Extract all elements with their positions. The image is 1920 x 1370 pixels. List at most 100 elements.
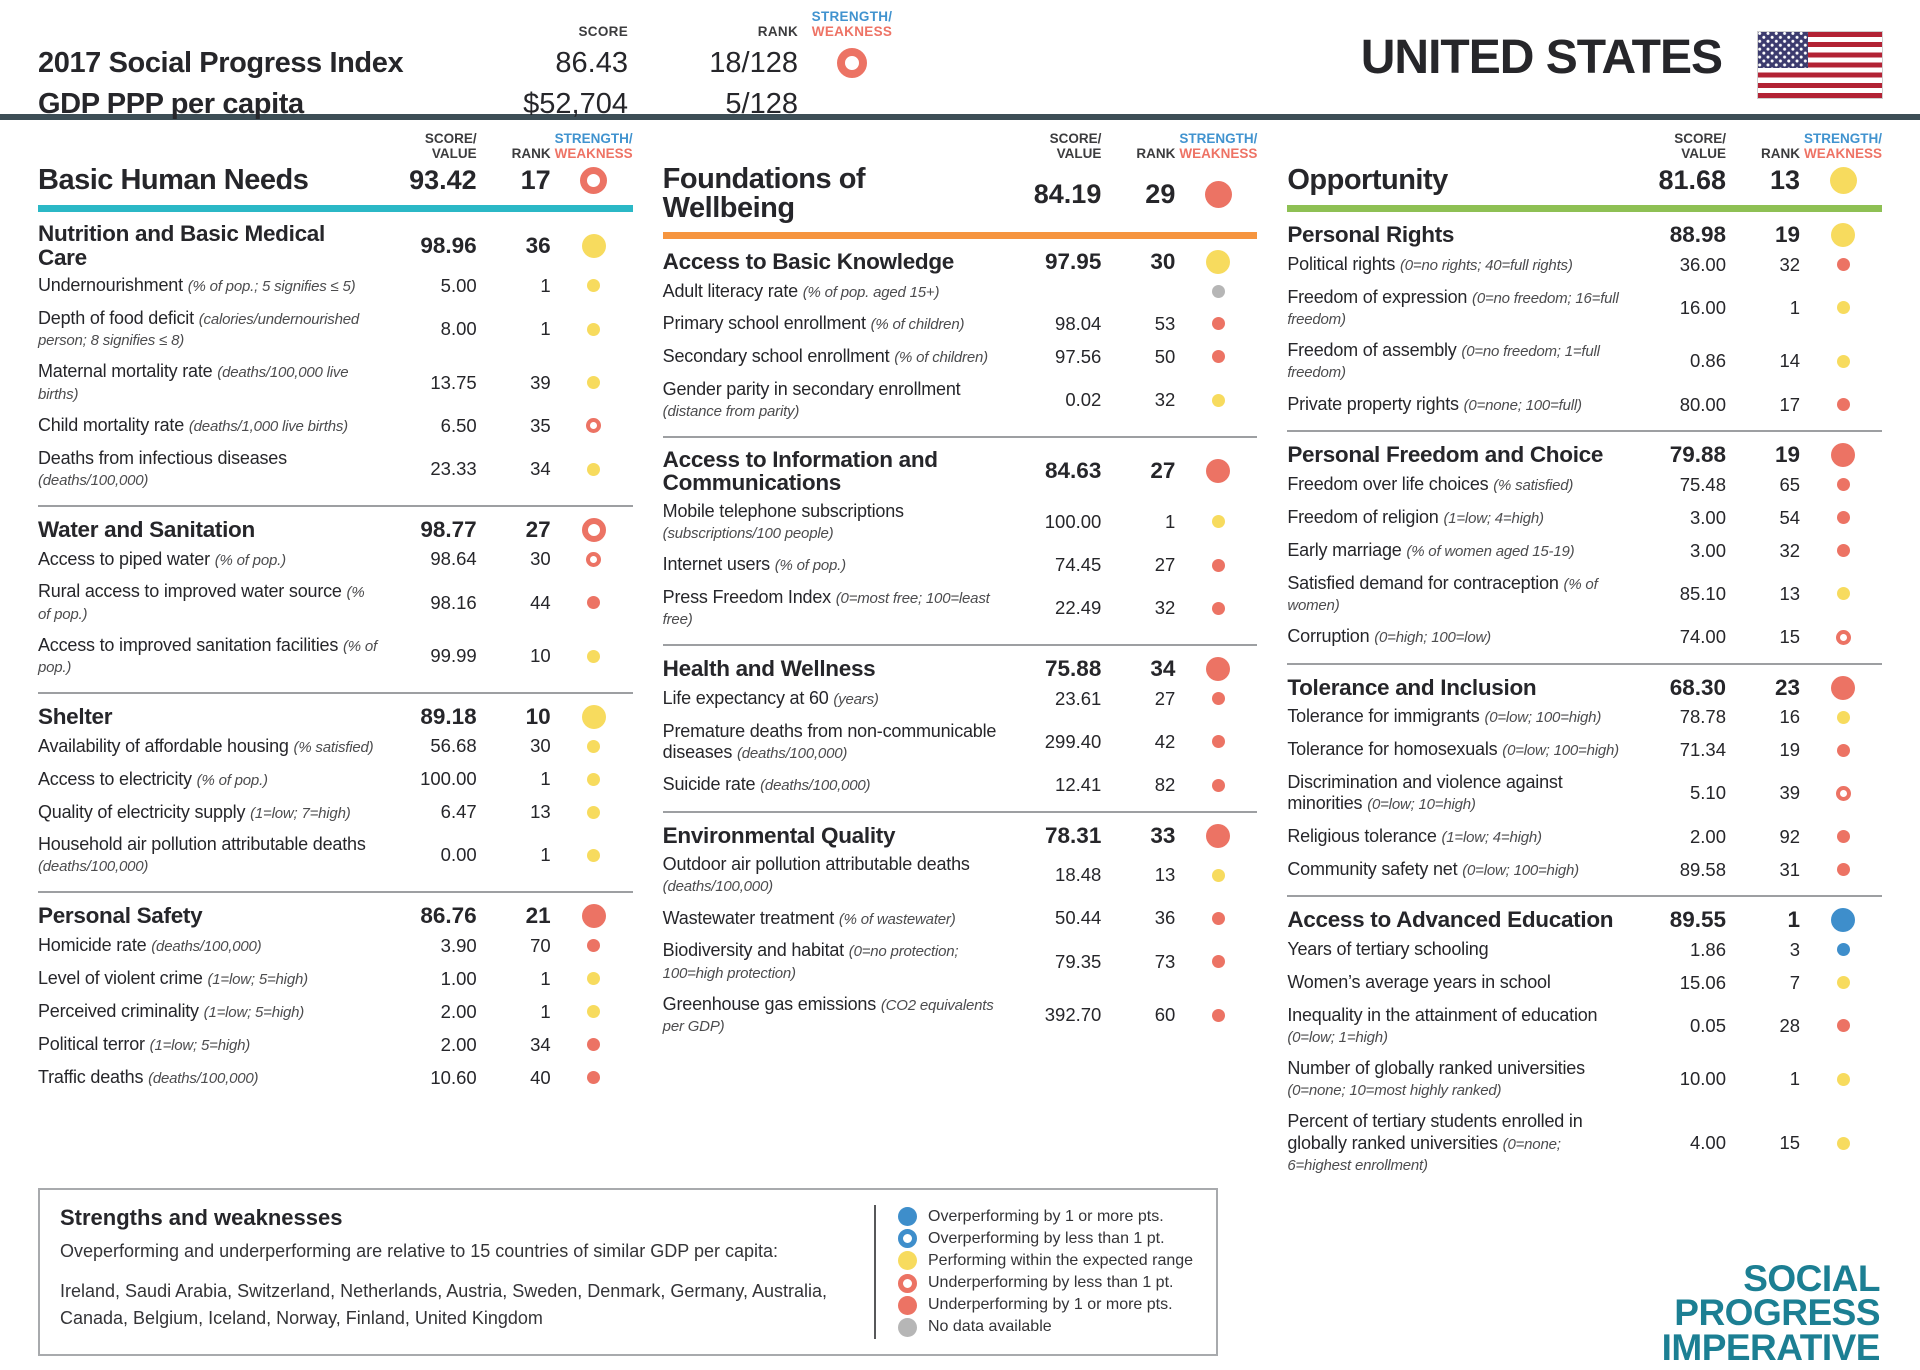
indicator-value: 2.00 [440,1000,477,1022]
component-name: Environmental Quality [662,822,896,848]
component-section: Access to Basic Knowledge 97.95 30 Adult li… [663,239,1258,436]
strength-weakness-dot [1836,301,1850,315]
strength-weakness-dot [587,596,601,610]
indicator-value: 1.86 [1690,938,1727,960]
component-name: Water and Sanitation [38,517,255,542]
strength-weakness-dot [581,704,606,729]
indicator-row: Early marriage (% of women aged 15-19) 3.… [1287,534,1882,567]
indicator-row: Secondary school enrollment (% of childr… [663,340,1258,373]
indicator-row: Maternal mortality rate (deaths/100,000 … [38,356,633,409]
dimension-score: 84.19 [1033,178,1102,209]
indicator-label: Internet users [662,554,770,575]
spacer [1287,132,1628,163]
indicator-value: 0.02 [1065,389,1102,411]
indicator-name: Access to electricity (% of pop.) [38,769,379,790]
indicator-dot-cell [555,279,633,293]
indicator-dot-cell [555,551,633,567]
strength-weakness-dot [1835,785,1851,801]
indicator-value: 100.00 [1044,510,1102,532]
indicator-value: 6.47 [440,801,477,823]
indicator-row: Tolerance for homosexuals (0=low; 100=hi… [1287,734,1882,767]
strength-weakness-dot [1835,629,1851,645]
indicator-note: (1=low; 5=high) [149,1037,251,1055]
dimension-accent-bar [38,205,633,213]
indicator-name: Undernourishment (% of pop.; 5 signifies… [38,275,379,296]
strength-weakness-header: STRENGTH/WEAKNESS [1804,131,1882,163]
indicator-row: Political terror (1=low; 5=high) 2.00 34 [38,1028,633,1061]
indicator-dot-cell [555,848,633,862]
indicator-label: Traffic deaths [38,1067,144,1088]
indicator-value: 5.10 [1690,782,1727,804]
score-value-line1: SCORE/ [1674,131,1727,146]
strength-weakness-dot [1206,823,1231,848]
indicator-name: Perceived criminality (1=low; 5=high) [38,1001,379,1022]
component-dot-cell [1179,250,1257,275]
spacer [38,132,379,163]
logo-line3: IMPERATIVE [1661,1326,1881,1368]
indicator-rank: 60 [1154,1004,1176,1026]
strength-weakness-dot [1211,868,1225,882]
indicator-label: Outdoor air pollution attributable death… [662,854,970,875]
dimension-rank: 13 [1769,165,1801,196]
strength-weakness-dot [1211,1008,1225,1022]
legend-description: Oveperforming and underperforming are re… [60,1241,779,1261]
indicator-value: 78.78 [1679,706,1727,728]
indicator-rank: 7 [1789,971,1801,993]
indicator-dot-cell [555,772,633,786]
indicator-rank: 1 [540,967,551,989]
component-row: Access to Advanced Education 89.55 1 [1287,907,1882,933]
indicator-name: Homicide rate (deaths/100,000) [38,935,379,956]
indicator-note: (0=no freedom; 16=full freedom) [1287,289,1619,328]
indicator-note: (% of pop.; 5 signifies ≤ 5) [187,278,356,296]
indicator-note: (0=low; 100=high) [1502,742,1619,760]
indicator-rank: 19 [1779,739,1801,761]
component-score: 89.18 [420,703,477,729]
indicator-label: Adult literacy rate [662,280,798,301]
strength-weakness-dot [1211,692,1225,706]
indicator-label: Women’s average years in school [1287,971,1551,992]
column-headers: SCORE/VALUE RANK STRENGTH/WEAKNESS [38,131,633,163]
indicator-row: Freedom over life choices (% satisfied) 7… [1287,468,1882,501]
rank-header: RANK [1136,145,1176,161]
component-name: Access to Information and Communications [662,446,938,496]
indicator-note: (0=most free; 100=least free) [662,590,990,629]
indicator-row: Tolerance for immigrants (0=low; 100=hig… [1287,701,1882,734]
legend-item: Overperforming by less than 1 pt. [898,1229,1196,1249]
indicator-row: Satisfied demand for contraception (% of… [1287,567,1882,620]
strength-weakness-dot [581,517,606,542]
component-dot-cell [1804,908,1882,933]
indicator-dot-cell [1804,511,1882,525]
component-score: 68.30 [1669,674,1727,700]
indicator-name: Tolerance for immigrants (0=low; 100=hig… [1287,706,1628,727]
indicator-label: Inequality in the attainment of educatio… [1287,1004,1598,1025]
indicator-value: 80.00 [1679,393,1727,415]
indicator-label: Access to piped water [38,548,210,569]
strength-weakness-dot [581,904,606,929]
component-section: Environmental Quality 78.31 33 Outdoor air … [662,810,1258,1051]
indicator-note: (% of pop.) [774,557,846,575]
indicator-note: (% satisfied) [293,738,374,756]
indicator-name: Secondary school enrollment (% of childr… [663,346,1004,367]
strength-weakness-dot [581,233,606,258]
indicator-dot-cell [555,939,633,953]
indicator-row: Community safety net (0=low; 100=high) 89… [1287,853,1882,886]
indicator-row: Rural access to improved water source (%… [38,576,633,629]
indicator-value: 98.04 [1055,312,1102,334]
indicator-dot-cell [1804,1136,1882,1150]
strength-weakness-dot [586,418,602,434]
indicator-dot-cell [1804,544,1882,558]
indicator-label: Access to improved sanitation facilities [38,634,339,655]
dimension-row: Foundations of Wellbeing 84.19 29 [663,165,1258,223]
indicator-rank: 36 [1154,907,1176,929]
indicator-value: 74.45 [1055,554,1102,576]
indicator-value: 2.00 [1690,825,1727,847]
strength-weakness-dot [1206,657,1231,682]
strength-weakness-dot [587,649,601,663]
indicator-note: (% of women aged 15-19) [1406,542,1575,560]
strength-weakness-dot [1211,911,1225,925]
indicator-value: 23.33 [430,458,477,480]
indicator-name: Greenhouse gas emissions (CO2 equivalent… [663,994,1004,1036]
component-name: Health and Wellness [662,656,876,682]
indicator-dot-cell [1179,692,1257,706]
strength-weakness-dot [587,462,601,476]
